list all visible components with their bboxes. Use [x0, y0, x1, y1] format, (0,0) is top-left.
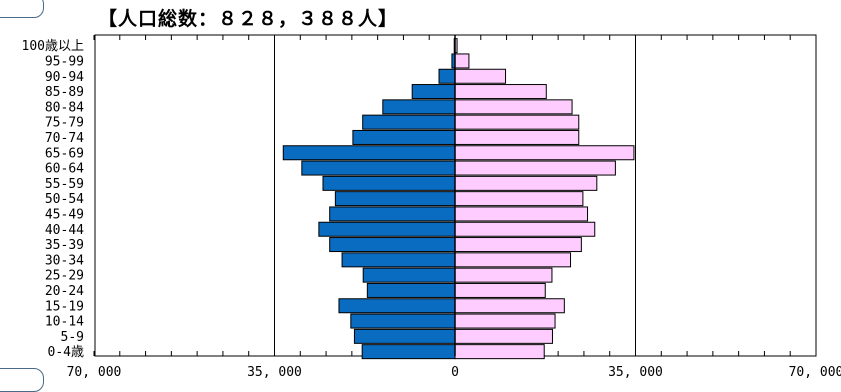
bar-left-17: [411, 84, 456, 100]
population-pyramid-chart: 0-4歳5-910-1415-1920-2425-2930-3435-3940-…: [22, 34, 841, 380]
bar-left-9: [329, 206, 456, 222]
bar-left-11: [322, 175, 456, 191]
bar-left-3: [338, 298, 456, 314]
bar-right-3: [454, 298, 565, 314]
bar-right-17: [454, 84, 547, 100]
corner-tab-top: [0, 0, 44, 18]
category-labels: 0-4歳5-910-1415-1920-2425-2930-3435-3940-…: [22, 39, 85, 360]
bar-right-19: [454, 53, 470, 69]
bar-right-12: [454, 160, 616, 176]
bar-right-18: [454, 68, 507, 84]
x-tick-label-4: 70, 000: [789, 365, 841, 380]
bar-right-6: [454, 252, 572, 268]
category-label-14: 70-74: [45, 131, 84, 146]
category-label-0: 0-4歳: [48, 345, 84, 360]
bar-right-8: [454, 221, 596, 237]
bar-left-14: [352, 129, 456, 145]
bar-right-7: [454, 237, 582, 253]
category-label-18: 90-94: [45, 70, 84, 85]
category-label-1: 5-9: [61, 330, 84, 345]
bar-left-8: [318, 221, 456, 237]
category-label-12: 60-64: [45, 162, 84, 177]
bar-left-10: [334, 191, 456, 207]
category-label-3: 15-19: [45, 299, 84, 314]
category-label-16: 80-84: [45, 100, 84, 115]
bars: [282, 35, 635, 360]
bar-left-13: [282, 145, 456, 161]
category-label-2: 10-14: [45, 315, 84, 330]
gridlines: [274, 35, 636, 356]
bar-right-15: [454, 114, 580, 130]
bar-right-16: [454, 99, 573, 115]
category-label-4: 20-24: [45, 284, 84, 299]
bar-right-9: [454, 206, 589, 222]
bar-right-2: [454, 313, 556, 329]
bar-right-1: [454, 328, 553, 344]
category-label-15: 75-79: [45, 116, 84, 131]
category-label-19: 95-99: [45, 54, 84, 69]
category-label-7: 35-39: [45, 238, 84, 253]
chart-title: 【人口総数：８２８，３８８人】: [98, 8, 399, 30]
bar-right-4: [454, 282, 546, 298]
x-tick-label-1: 35, 000: [247, 365, 302, 380]
x-tick-labels: 70, 000 35, 000 0 35, 000 70, 000: [67, 365, 841, 380]
category-label-20: 100歳以上: [22, 39, 84, 54]
x-tick-label-2: 0: [451, 365, 459, 380]
bar-left-15: [362, 114, 456, 130]
bar-right-0: [454, 344, 545, 360]
bar-left-4: [366, 282, 456, 298]
category-label-5: 25-29: [45, 269, 84, 284]
category-label-17: 85-89: [45, 85, 84, 100]
category-label-13: 65-69: [45, 146, 84, 161]
category-label-10: 50-54: [45, 192, 84, 207]
bar-right-14: [454, 129, 580, 145]
x-tick-label-3: 35, 000: [608, 365, 663, 380]
bar-right-13: [454, 145, 635, 161]
category-label-9: 45-49: [45, 207, 84, 222]
category-label-11: 55-59: [45, 177, 84, 192]
bar-left-12: [301, 160, 456, 176]
bar-right-5: [454, 267, 553, 283]
bar-right-10: [454, 191, 584, 207]
category-label-8: 40-44: [45, 223, 84, 238]
bar-left-2: [350, 313, 456, 329]
bar-left-16: [382, 99, 456, 115]
bar-left-7: [329, 237, 456, 253]
bar-left-6: [341, 252, 456, 268]
x-tick-label-0: 70, 000: [67, 365, 122, 380]
bar-left-18: [438, 68, 456, 84]
category-label-6: 30-34: [45, 253, 84, 268]
bar-left-1: [353, 328, 456, 344]
bar-left-5: [362, 267, 456, 283]
bar-right-11: [454, 175, 598, 191]
bar-left-0: [361, 344, 456, 360]
